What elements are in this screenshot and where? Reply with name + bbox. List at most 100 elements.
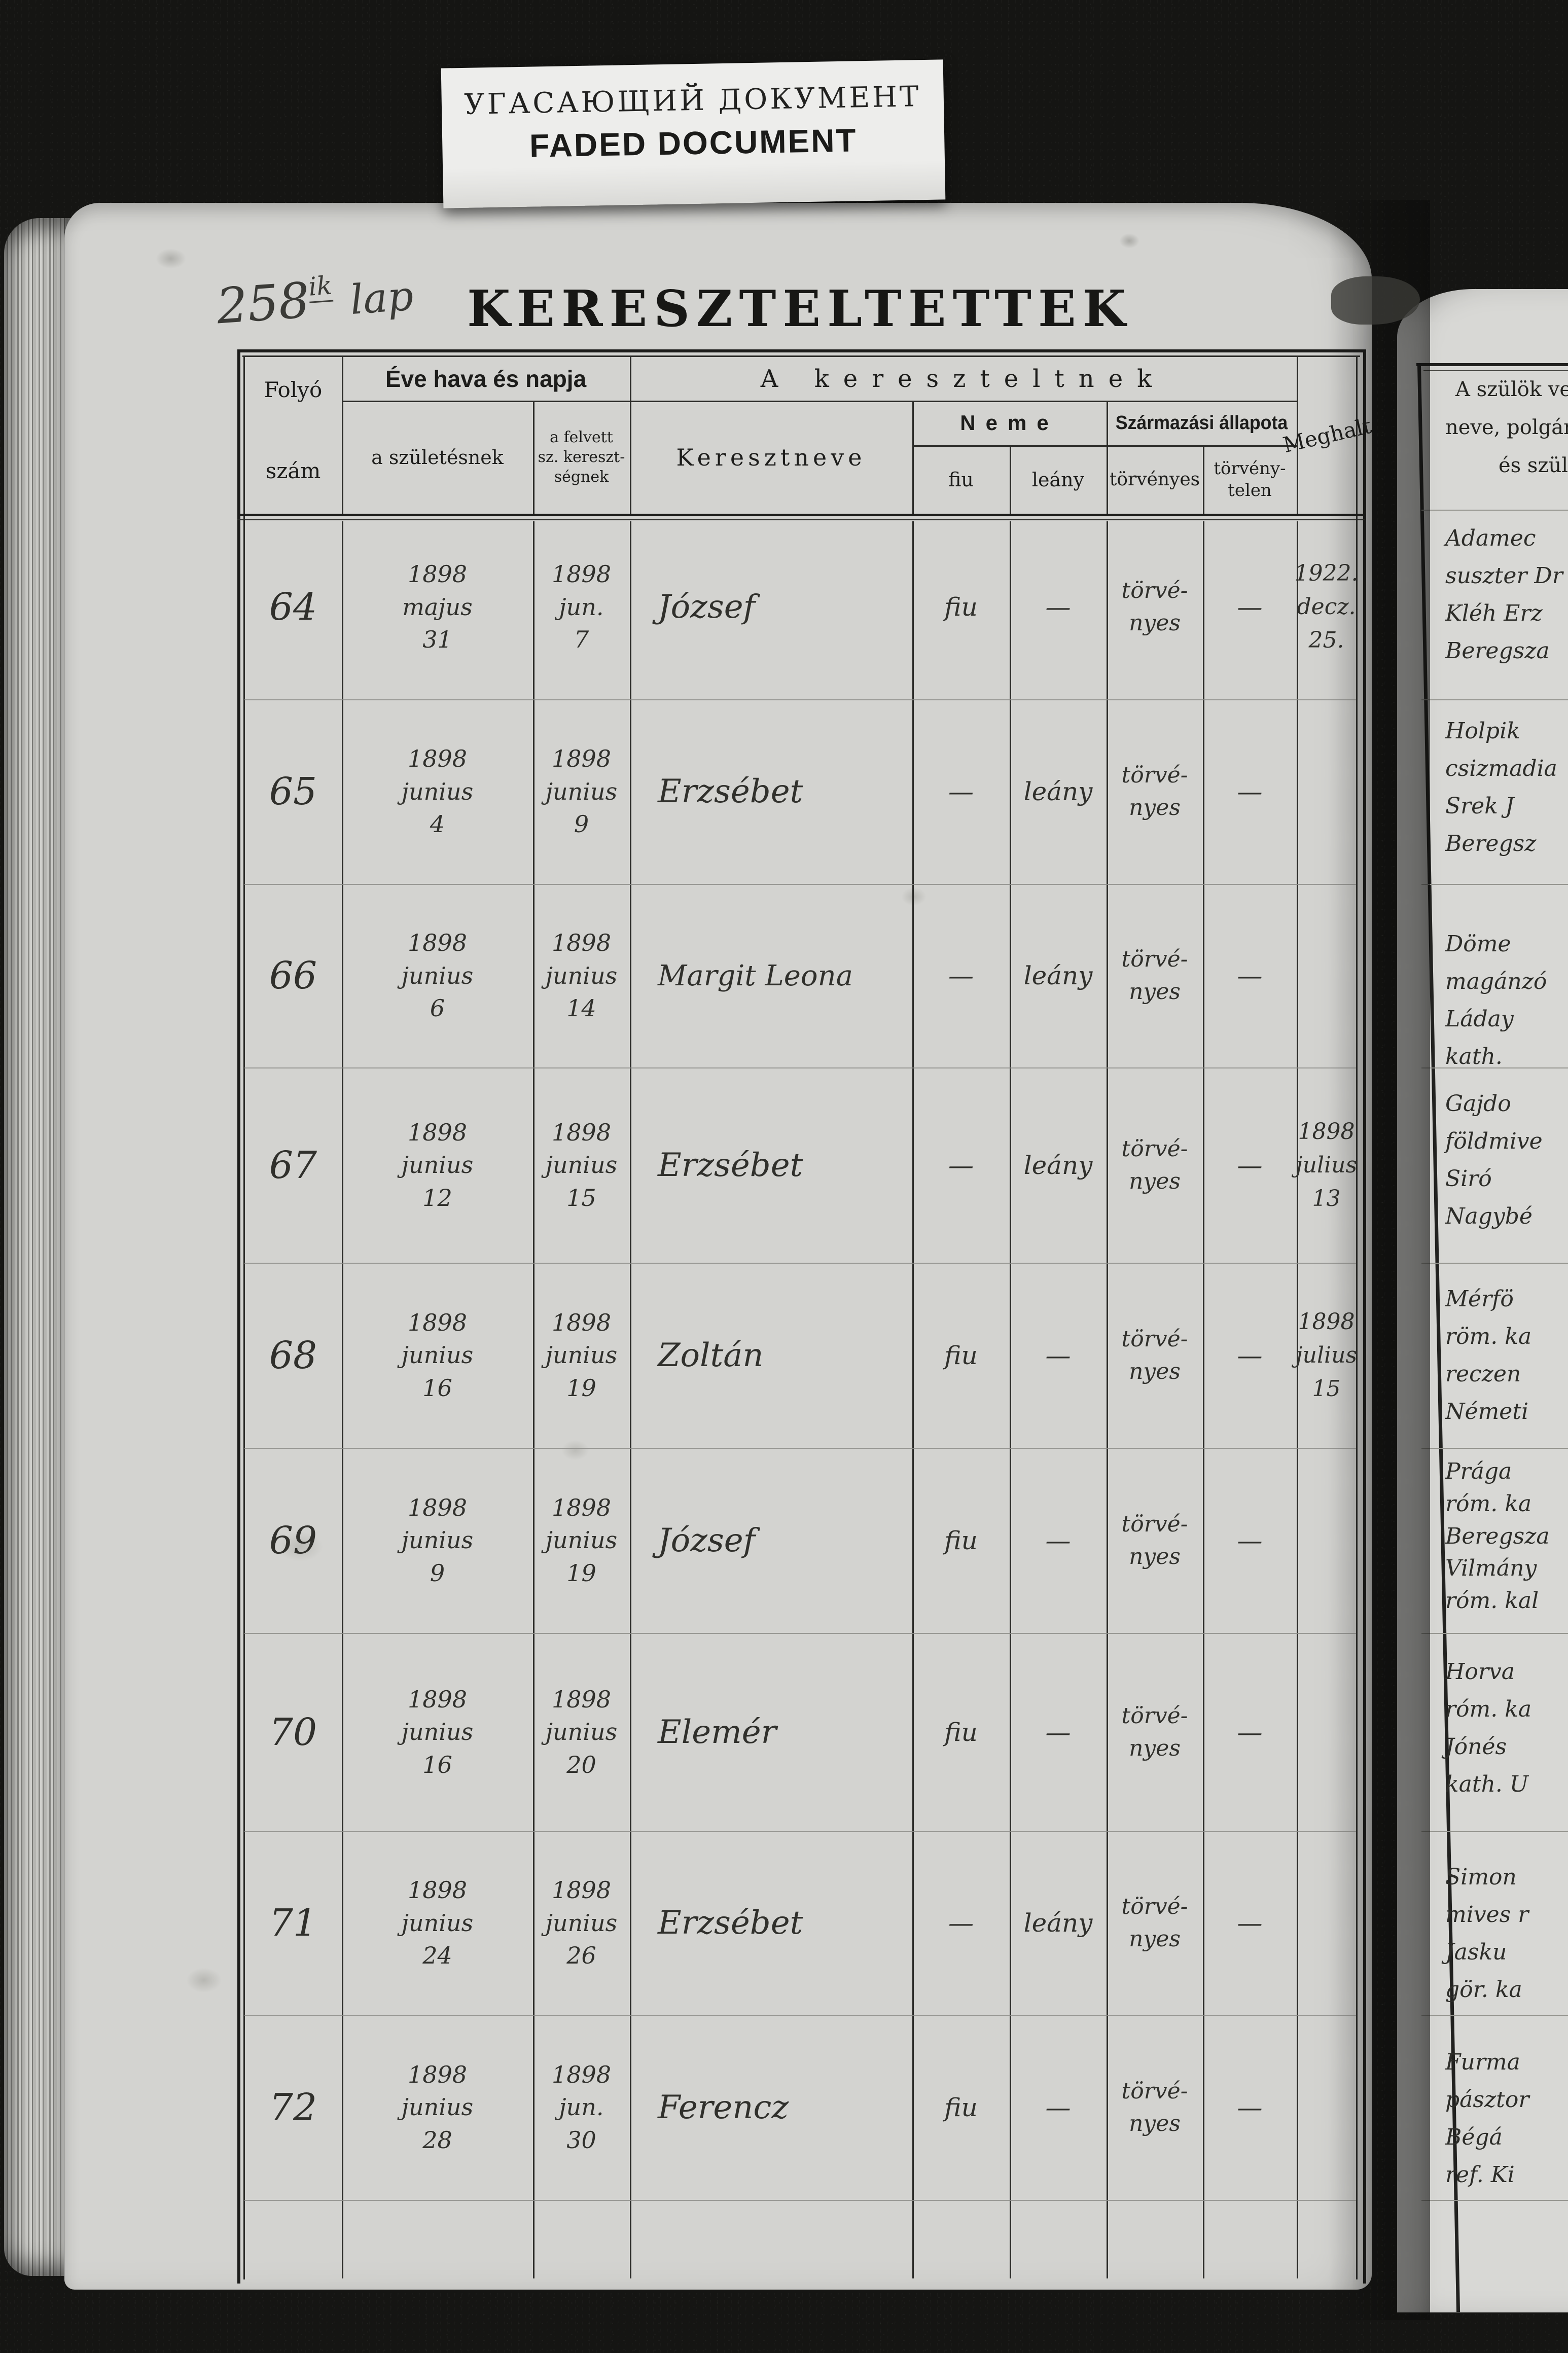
parent-entry: Prága róm. ka Beregsza Vilmány róm. kal <box>1445 1458 1550 1614</box>
right-header-line: neve, polgár <box>1445 416 1568 439</box>
right-header-line: A szülök vez <box>1455 378 1568 401</box>
birth-date: 1898 majus 31 <box>402 560 473 654</box>
sex-boy: fiu <box>944 592 978 622</box>
sex-girl: — <box>1045 1717 1071 1747</box>
serial-number: 71 <box>269 1901 317 1945</box>
column-header-origin-group: Származási állapota <box>1115 412 1288 434</box>
birth-date: 1898 junius 24 <box>401 1876 474 1970</box>
given-name: Erzsébet <box>658 773 803 810</box>
sex-boy: fiu <box>944 2092 978 2122</box>
serial-number: 65 <box>269 770 317 813</box>
baptism-date: 1898 junius 20 <box>545 1685 618 1778</box>
died-note: 1922. decz. 25. <box>1294 560 1359 653</box>
column-header-legitimate: törvényes <box>1109 469 1200 490</box>
table-row: 66 1898 junius 6 1898 junius 14 Margit L… <box>244 884 1356 1067</box>
parent-entry: Holpik csizmadia Srek J Beregsz <box>1445 718 1557 857</box>
legitimate-mark: törvé- nyes <box>1121 1894 1188 1952</box>
sex-girl: leány <box>1023 961 1093 990</box>
column-header-girl: leány <box>1031 468 1085 491</box>
parent-entry: Gajdo földmive Siró Nagybé <box>1445 1091 1543 1229</box>
birth-date: 1898 junius 4 <box>401 745 474 838</box>
given-name: Erzsébet <box>658 1146 803 1184</box>
birth-date: 1898 junius 16 <box>401 1685 474 1778</box>
sex-boy: — <box>948 1150 974 1180</box>
given-name: Ferencz <box>658 2088 789 2126</box>
page-number-value: 258 <box>215 271 312 335</box>
given-name: József <box>658 588 756 626</box>
baptism-date: 1898 junius 19 <box>545 1493 618 1587</box>
sex-boy: fiu <box>944 1340 978 1370</box>
illegitimate-mark: — <box>1237 777 1263 806</box>
sex-girl: leány <box>1023 1908 1093 1938</box>
legitimate-mark: törvé- nyes <box>1121 1326 1188 1384</box>
table-row: 68 1898 junius 16 1898 junius 19 Zoltán … <box>244 1263 1358 1448</box>
birth-date: 1898 junius 9 <box>401 1493 474 1587</box>
serial-number: 64 <box>269 585 317 629</box>
sex-boy: — <box>948 1908 974 1938</box>
illegitimate-mark: — <box>1237 1525 1263 1555</box>
table-row: 70 1898 junius 16 1898 junius 20 Elemér … <box>244 1633 1356 1831</box>
serial-number: 67 <box>269 1143 317 1187</box>
illegitimate-mark: — <box>1237 592 1263 622</box>
column-header-sex-group: Neme <box>960 411 1059 435</box>
column-header-name: Keresztneve <box>676 443 866 471</box>
illegitimate-mark: — <box>1237 1150 1263 1180</box>
faded-document-label: УГАСАЮЩИЙ ДОКУМЕНТ FADED DOCUMENT <box>441 59 946 208</box>
sex-girl: — <box>1045 2092 1071 2122</box>
baptism-date: 1898 junius 14 <box>545 929 618 1022</box>
parent-entry: Mérfö röm. ka reczen Németi <box>1445 1286 1532 1424</box>
label-text-russian: УГАСАЮЩИЙ ДОКУМЕНТ <box>464 80 921 121</box>
given-name: József <box>658 1521 756 1559</box>
parent-entry: Simon mives r Jasku gör. ka <box>1445 1864 1529 2003</box>
given-name: Margit Leona <box>658 959 853 992</box>
sex-boy: — <box>948 777 974 806</box>
legitimate-mark: törvé- nyes <box>1121 762 1188 821</box>
legitimate-mark: törvé- nyes <box>1121 578 1188 636</box>
legitimate-mark: törvé- nyes <box>1121 1135 1188 1194</box>
register-title: KERESZTELTETTEK <box>467 280 1132 338</box>
given-name: Elemér <box>658 1713 777 1751</box>
baptism-date: 1898 jun. 30 <box>551 2060 612 2154</box>
given-name: Zoltán <box>658 1336 764 1374</box>
baptism-date: 1898 junius 9 <box>545 745 618 838</box>
illegitimate-mark: — <box>1237 1717 1263 1747</box>
right-header-line: és szüle <box>1499 454 1568 477</box>
table-row: 71 1898 junius 24 1898 junius 26 Erzsébe… <box>244 1831 1356 2015</box>
page-number-suffix: ik <box>307 270 333 303</box>
sex-girl: — <box>1045 592 1071 622</box>
legitimate-mark: törvé- nyes <box>1121 1702 1188 1761</box>
page-stack-edge <box>4 218 71 2276</box>
parent-entry: Furma pásztor Bégá ref. Ki <box>1445 2049 1529 2188</box>
parent-entry: Döme magánzó Láday kath. <box>1445 931 1547 1067</box>
died-note <box>1297 1448 1356 1633</box>
illegitimate-mark: — <box>1237 1340 1263 1370</box>
register-left-page: 258ik lap KERESZTELTETTEK Fol <box>64 203 1374 2290</box>
baptism-date: 1898 junius 26 <box>545 1876 618 1970</box>
baptism-date: 1898 junius 15 <box>545 1118 618 1211</box>
serial-number: 69 <box>269 1518 317 1562</box>
column-header-folyo: Folyó <box>264 377 323 402</box>
legitimate-mark: törvé- nyes <box>1121 946 1188 1005</box>
baptism-table: Folyó szám Éve hava és napja A keresztel… <box>237 349 1374 2284</box>
birth-date: 1898 junius 16 <box>401 1308 474 1402</box>
column-header-illegitimate: törvény- telen <box>1214 458 1286 501</box>
died-note <box>1297 699 1356 884</box>
label-text-english: FADED DOCUMENT <box>529 122 858 164</box>
table-row: 65 1898 junius 4 1898 junius 9 Erzsébet … <box>244 699 1356 884</box>
given-name: Erzsébet <box>658 1904 803 1942</box>
illegitimate-mark: — <box>1237 961 1263 990</box>
parent-entry: Horva róm. ka Jónés kath. U <box>1445 1659 1532 1797</box>
birth-date: 1898 junius 28 <box>401 2060 474 2154</box>
register-right-page: A szülök vez neve, polgár és szüle Adame… <box>1397 289 1568 2312</box>
legitimate-mark: törvé- nyes <box>1121 2078 1188 2136</box>
illegitimate-mark: — <box>1237 1908 1263 1938</box>
column-header-date-group: Éve hava és napja <box>385 365 587 392</box>
column-header-boy: fiu <box>948 468 974 491</box>
column-header-birth: a születésnek <box>371 446 504 469</box>
sex-boy: fiu <box>944 1525 978 1555</box>
died-note: 1898 julius 15 <box>1295 1308 1358 1402</box>
column-header-szam: szám <box>265 458 321 483</box>
died-note <box>1297 1831 1356 2015</box>
died-note <box>1297 1633 1356 1831</box>
